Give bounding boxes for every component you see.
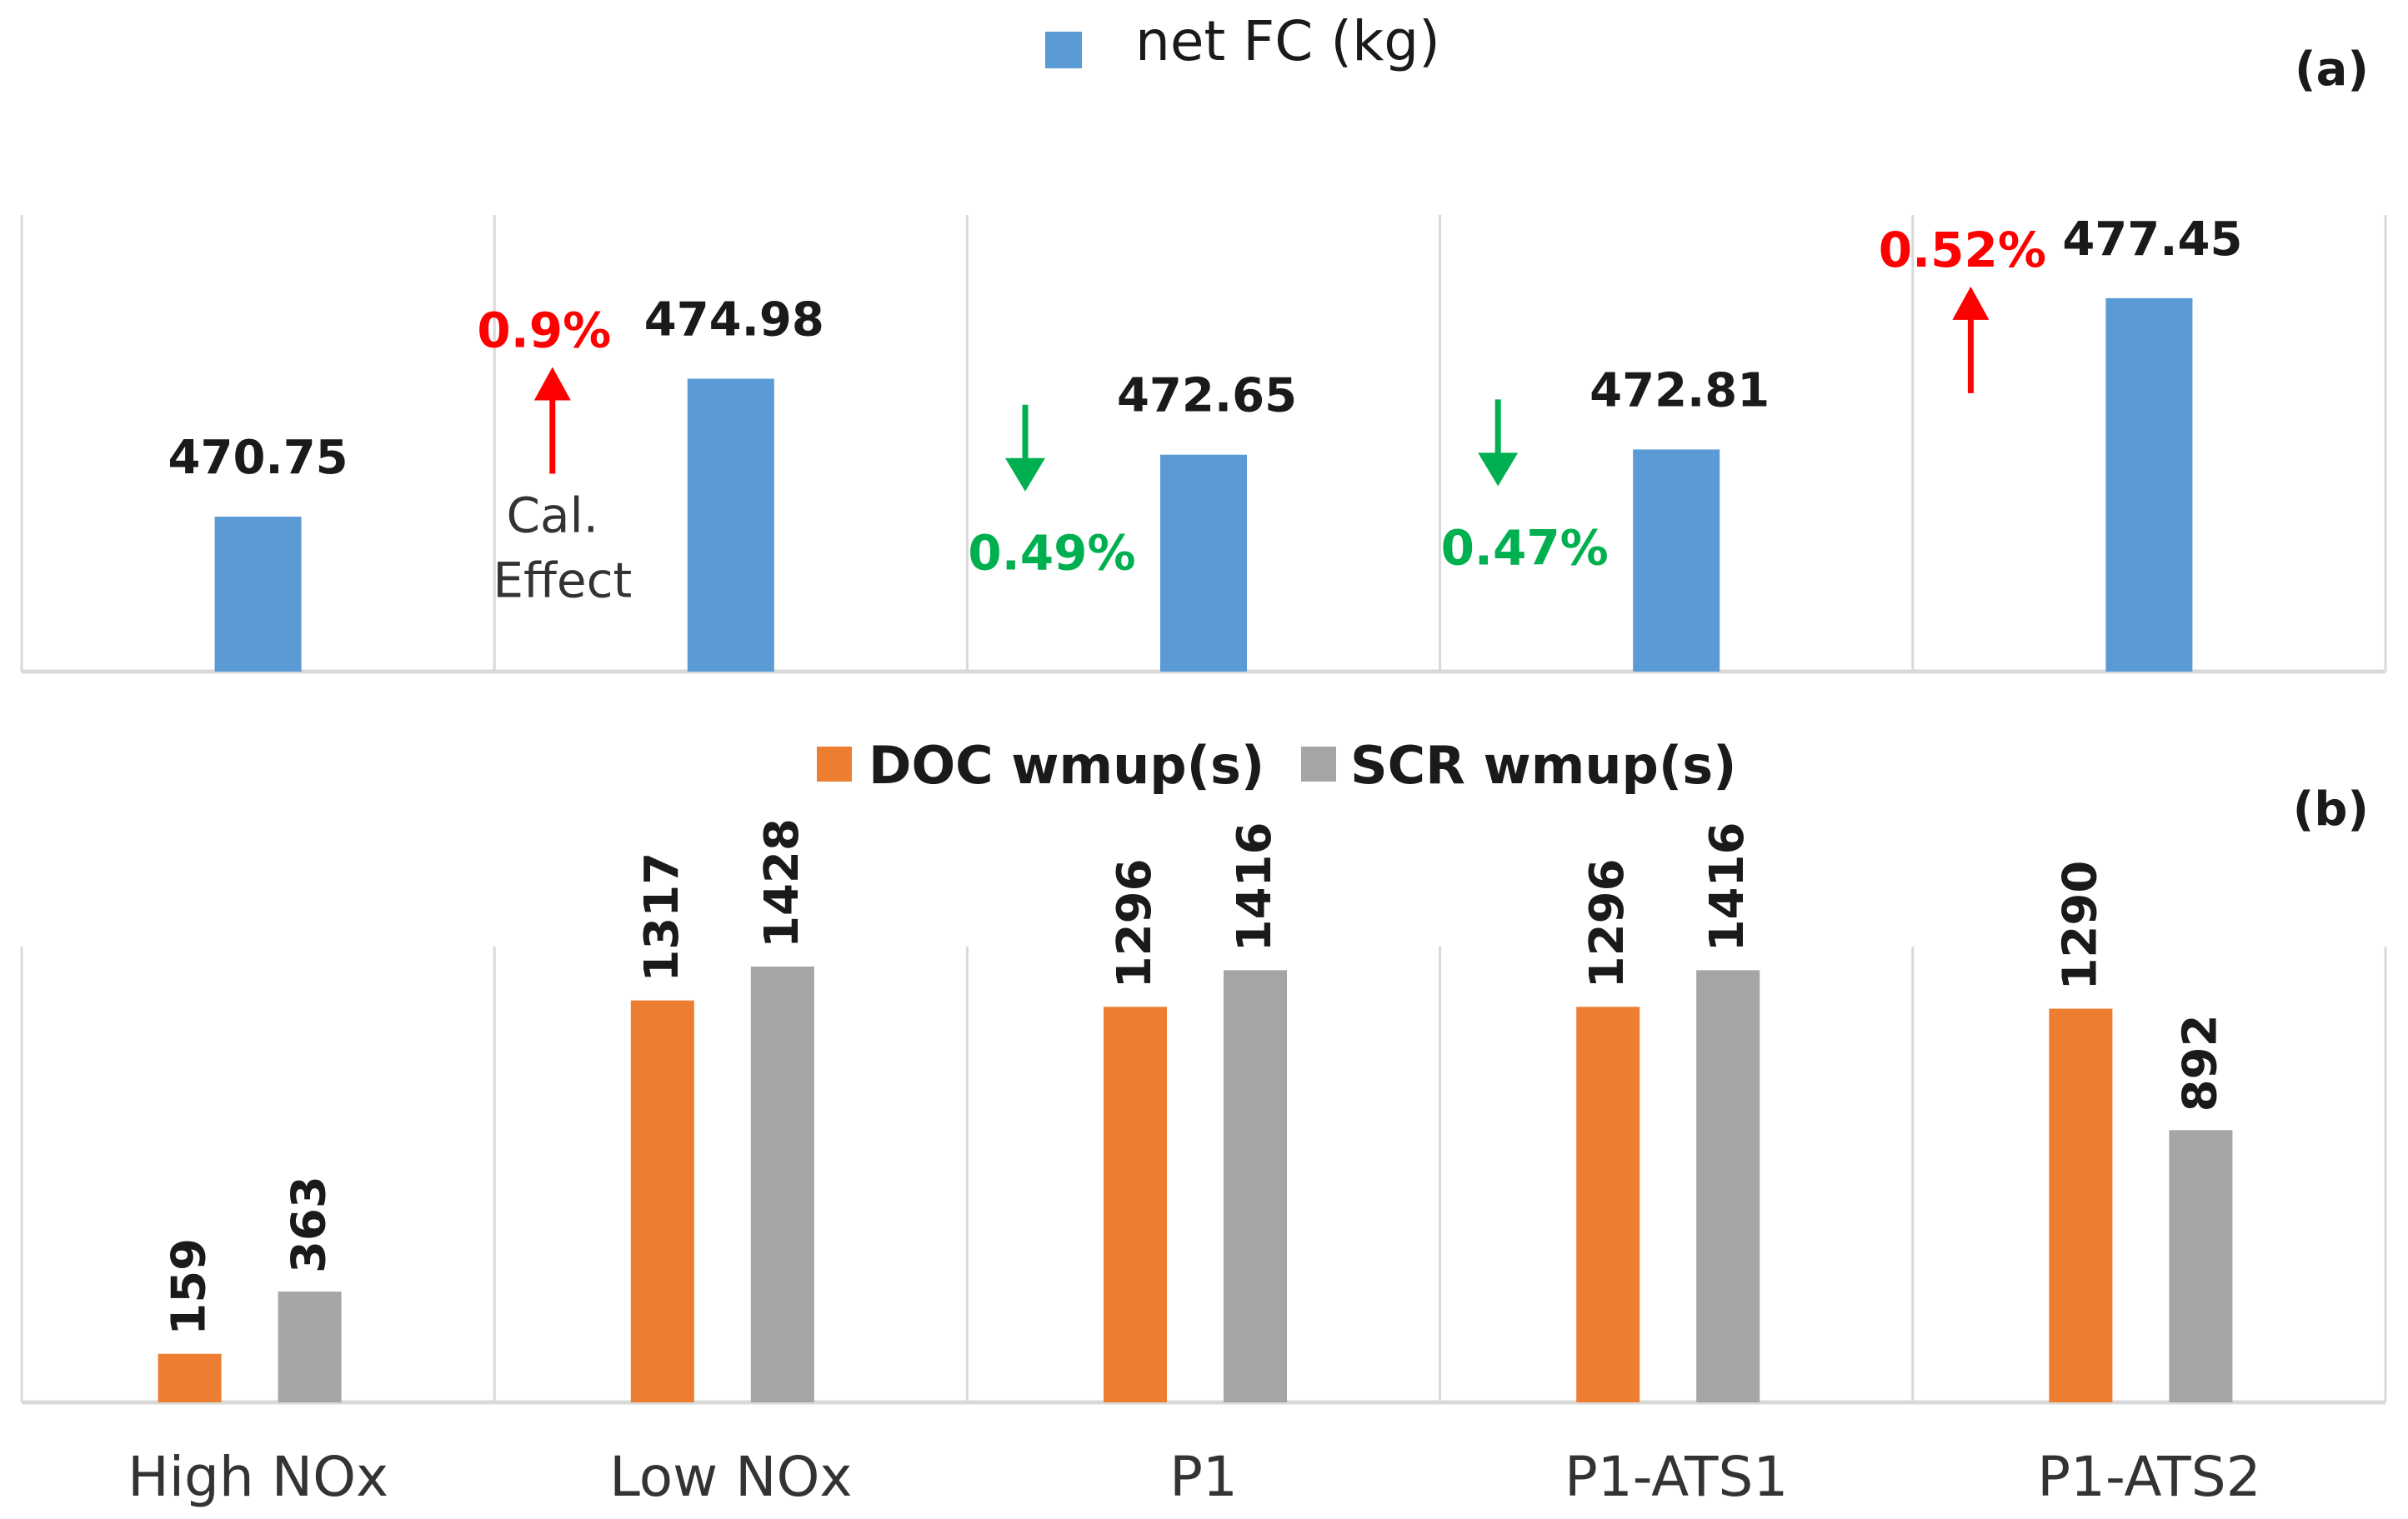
category-label-p1-ats1: P1-ATS1 [1564,1445,1788,1509]
bar-scr-wmup-s-p1-ats2 [2169,1130,2233,1402]
legend-b: DOC wmup(s) SCR wmup(s) [817,735,1736,796]
arrow-up-icon-head [1952,286,1990,320]
bars-a [214,297,2193,672]
category-label-high-nox: High NOx [128,1445,388,1509]
value-label-fc: 477.45 [2062,212,2242,267]
value-label-fc: 472.81 [1589,363,1770,417]
value-label-fc: 474.98 [644,292,824,347]
category-axis: High NOx Low NOx P1 P1-ATS1 P1-ATS2 [128,1445,2261,1509]
value-label-scr-wmup-s: 1416 [1700,822,1755,952]
bar-doc-wmup-s-p1-ats2 [2049,1008,2113,1402]
bar-fc-p1-ats1 [1633,449,1720,672]
value-label-doc-wmup-s: 1296 [1580,858,1635,988]
bar-scr-wmup-s-p1-ats1 [1696,970,1760,1402]
value-label-scr-wmup-s: 892 [2173,1014,2227,1112]
value-label-doc-wmup-s: 159 [163,1238,217,1336]
bar-fc-high-nox [214,517,302,672]
value-label-scr-wmup-s: 1416 [1228,822,1282,952]
bars-b [158,967,2233,1402]
bar-doc-wmup-s-high-nox [158,1353,222,1402]
legend-label-scr: SCR wmup(s) [1350,735,1736,796]
annotation-percent: 0.9% [477,302,611,358]
category-label-low-nox: Low NOx [609,1445,852,1509]
value-label-scr-wmup-s: 1428 [755,818,809,948]
bar-fc-p1 [1160,454,1247,672]
bar-scr-wmup-s-low-nox [750,967,814,1402]
bar-doc-wmup-s-p1-ats1 [1576,1007,1640,1402]
category-label-p1: P1 [1169,1445,1238,1509]
value-label-doc-wmup-s: 1296 [1108,858,1162,988]
bar-fc-p1-ats2 [2105,297,2193,672]
bar-doc-wmup-s-p1 [1104,1007,1167,1402]
bar-scr-wmup-s-high-nox [278,1292,342,1402]
annotations-a: 0.9% Cal. Effect 0.49% 0.47% 0.52% [477,222,2046,609]
legend-label-doc: DOC wmup(s) [869,735,1264,796]
value-label-doc-wmup-s: 1317 [635,852,689,982]
panel-a: net FC (kg) (a) 470.75 474.98 472.65 472.81… [20,9,2387,674]
annotation-percent: 0.47% [1441,519,1609,576]
legend-a: net FC (kg) [1045,9,1440,73]
value-labels-a: 470.75 474.98 472.65 472.81 477.45 [168,212,2243,485]
gridlines-b [20,947,2387,1405]
legend-label-fc: net FC (kg) [1135,9,1440,73]
annotation-note: Effect [493,552,632,608]
legend-swatch-fc [1045,32,1082,68]
arrow-down-icon-head [1478,452,1519,487]
legend-swatch-scr [1301,747,1336,782]
value-label-fc: 472.65 [1117,369,1297,423]
panel-label-a: (a) [2295,42,2369,97]
category-label-p1-ats2: P1-ATS2 [2037,1445,2260,1509]
legend-swatch-doc [817,747,852,782]
annotation-percent: 0.52% [1879,222,2046,278]
arrow-up-icon-head [533,367,571,401]
annotation-note: Cal. [507,487,599,543]
annotation-percent: 0.49% [968,525,1135,582]
bar-doc-wmup-s-low-nox [630,1000,694,1402]
value-label-fc: 470.75 [168,431,348,485]
bar-scr-wmup-s-p1 [1224,970,1287,1402]
value-label-doc-wmup-s: 1290 [2053,861,2107,991]
bar-fc-low-nox [687,378,774,672]
value-labels-b: 159 1317 1296 1296 1290 363 1428 1416 1416 892 [163,818,2228,1336]
arrow-down-icon-head [1005,457,1045,492]
value-label-scr-wmup-s: 363 [283,1176,337,1273]
panel-label-b: (b) [2293,782,2369,837]
